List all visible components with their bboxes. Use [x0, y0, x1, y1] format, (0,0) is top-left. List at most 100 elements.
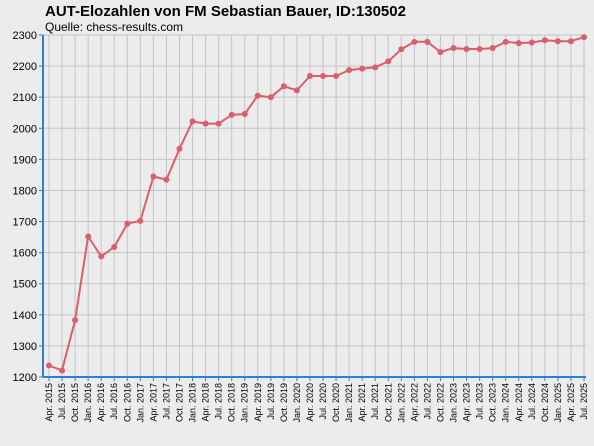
- data-point: [515, 40, 522, 47]
- data-point: [137, 217, 144, 224]
- data-point: [85, 233, 92, 240]
- y-tick-label: 2200: [13, 61, 37, 73]
- x-tick-label: Jan. 2019: [240, 383, 250, 423]
- data-point: [202, 120, 209, 127]
- data-point: [463, 45, 470, 52]
- x-tick-label: Oct. 2019: [279, 383, 289, 422]
- x-tick-label: Oct. 2018: [227, 383, 237, 422]
- data-point: [581, 34, 587, 41]
- data-point: [502, 38, 509, 45]
- data-point: [411, 38, 418, 45]
- x-tick-label: Oct. 2022: [435, 383, 445, 422]
- x-tick-label: Jul. 2015: [57, 383, 67, 420]
- y-tick-label: 1900: [13, 154, 37, 166]
- x-tick-label: Jul. 2023: [475, 383, 485, 420]
- y-tick-label: 1700: [13, 217, 37, 229]
- data-point: [333, 73, 340, 80]
- data-point: [476, 45, 483, 52]
- x-tick-label: Jan. 2024: [501, 383, 511, 423]
- data-point: [437, 49, 444, 56]
- y-tick-label: 1300: [13, 341, 37, 353]
- x-tick-label: Apr. 2024: [514, 383, 524, 422]
- x-tick-label: Apr. 2018: [201, 383, 211, 422]
- x-tick-label: Apr. 2020: [305, 383, 315, 422]
- data-point: [163, 176, 170, 183]
- data-point: [59, 367, 66, 374]
- data-point: [306, 73, 313, 80]
- data-point: [280, 83, 287, 90]
- x-tick-label: Jul. 2024: [527, 383, 537, 420]
- data-point: [46, 362, 52, 369]
- x-tick-label: Jul. 2017: [161, 383, 171, 420]
- data-point: [567, 38, 574, 45]
- data-point: [359, 65, 366, 72]
- data-point: [98, 253, 105, 260]
- data-point: [554, 38, 561, 45]
- data-point: [320, 73, 327, 80]
- x-tick-label: Oct. 2017: [174, 383, 184, 422]
- x-tick-label: Jan. 2022: [396, 383, 406, 423]
- x-tick-label: Jul. 2019: [266, 383, 276, 420]
- data-point: [111, 244, 118, 251]
- x-tick-label: Jul. 2020: [318, 383, 328, 420]
- data-point: [424, 38, 431, 45]
- x-tick-label: Jul. 2025: [579, 383, 589, 420]
- x-tick-label: Oct. 2024: [540, 383, 550, 422]
- data-point: [228, 111, 235, 118]
- x-tick-label: Jul. 2018: [214, 383, 224, 420]
- data-point: [124, 220, 131, 227]
- y-tick-label: 1200: [13, 372, 37, 384]
- data-point: [150, 173, 157, 180]
- data-point: [189, 118, 196, 125]
- x-tick-label: Oct. 2023: [488, 383, 498, 422]
- y-tick-label: 2100: [13, 92, 37, 104]
- y-tick-label: 1600: [13, 248, 37, 260]
- data-point: [267, 94, 274, 101]
- x-tick-label: Jan. 2018: [188, 383, 198, 423]
- x-tick-label: Jan. 2023: [449, 383, 459, 423]
- y-tick-label: 1800: [13, 185, 37, 197]
- x-tick-label: Oct. 2020: [331, 383, 341, 422]
- x-tick-label: Oct. 2016: [122, 383, 132, 422]
- x-tick-label: Jan. 2021: [344, 383, 354, 423]
- data-point: [346, 67, 353, 74]
- data-point: [541, 37, 548, 44]
- x-tick-label: Jan. 2017: [135, 383, 145, 423]
- x-tick-label: Jul. 2021: [370, 383, 380, 420]
- x-tick-label: Apr. 2022: [409, 383, 419, 422]
- x-tick-label: Oct. 2015: [70, 383, 80, 422]
- x-tick-label: Jan. 2020: [292, 383, 302, 423]
- x-tick-label: Jul. 2022: [422, 383, 432, 420]
- data-point: [293, 87, 300, 94]
- x-tick-label: Jan. 2016: [83, 383, 93, 423]
- chart-subtitle: Quelle: chess-results.com: [45, 20, 184, 34]
- x-tick-label: Jul. 2016: [109, 383, 119, 420]
- x-tick-label: Apr. 2023: [462, 383, 472, 422]
- data-point: [176, 145, 183, 152]
- data-point: [372, 64, 379, 71]
- data-point: [450, 45, 457, 52]
- x-tick-label: Apr. 2016: [96, 383, 106, 422]
- x-tick-label: Oct. 2021: [383, 383, 393, 422]
- data-point: [489, 45, 496, 52]
- chart-title: AUT-Elozahlen von FM Sebastian Bauer, ID…: [45, 3, 406, 20]
- data-point: [72, 317, 79, 324]
- y-tick-label: 1500: [13, 279, 37, 291]
- data-point: [528, 39, 535, 46]
- data-point: [215, 120, 222, 127]
- data-point: [254, 92, 261, 99]
- data-point: [398, 46, 405, 53]
- y-tick-label: 2300: [13, 30, 37, 42]
- series-line: [48, 36, 585, 372]
- x-tick-label: Jan. 2025: [553, 383, 563, 423]
- x-tick-label: Apr. 2015: [44, 383, 54, 422]
- data-point: [385, 58, 392, 65]
- y-tick-label: 1400: [13, 310, 37, 322]
- data-point: [241, 110, 248, 117]
- x-tick-label: Apr. 2019: [253, 383, 263, 422]
- y-tick-label: 2000: [13, 123, 37, 135]
- x-tick-label: Apr. 2021: [357, 383, 367, 422]
- x-tick-label: Apr. 2017: [148, 383, 158, 422]
- x-tick-label: Apr. 2025: [566, 383, 576, 422]
